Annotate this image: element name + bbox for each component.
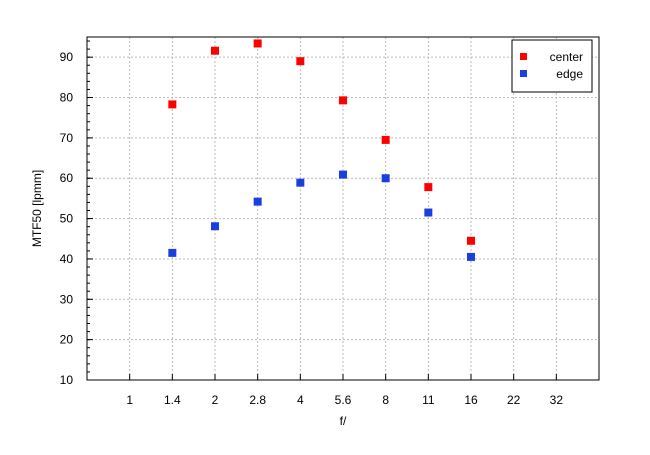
y-tick-label: 40 [60, 252, 74, 266]
legend-label-edge: edge [556, 67, 583, 81]
y-tick-label: 30 [60, 292, 74, 306]
data-point-center [211, 46, 219, 55]
data-point-edge [424, 208, 433, 217]
data-point-center [424, 183, 433, 192]
y-tick-label: 20 [60, 333, 74, 347]
data-point-center [339, 96, 347, 105]
y-tick-label: 70 [60, 131, 74, 145]
data-point-edge [339, 170, 347, 179]
x-tick-label: 4 [297, 393, 304, 407]
x-tick-label: 32 [550, 393, 564, 407]
y-tick-label: 80 [60, 91, 74, 105]
data-point-edge [467, 252, 475, 261]
x-tick-label: 8 [382, 393, 389, 407]
x-tick-label: 11 [422, 393, 435, 407]
y-axis-label: MTF50 [lpmm] [30, 170, 44, 247]
legend-label-center: center [550, 50, 583, 64]
legend-marker-edge [520, 70, 527, 77]
y-tick-label: 90 [60, 50, 74, 64]
x-tick-label: 16 [464, 393, 478, 407]
data-point-center [381, 135, 390, 144]
legend-box [511, 39, 593, 93]
x-tick-label: 5.6 [335, 393, 352, 407]
data-point-edge [381, 174, 390, 183]
x-tick-label: 2 [212, 393, 219, 407]
data-point-center [467, 236, 475, 245]
data-point-edge [253, 197, 262, 206]
x-tick-label: 1.4 [164, 393, 181, 407]
y-tick-label: 10 [60, 373, 74, 387]
x-tick-label: 2.8 [249, 393, 266, 407]
data-point-center [296, 57, 305, 66]
y-tick-label: 60 [60, 171, 74, 185]
legend: center edge [511, 39, 593, 93]
legend-marker-center [520, 53, 527, 60]
y-tick-label: 50 [60, 212, 74, 226]
x-axis-label: f/ [340, 414, 347, 428]
data-point-edge [168, 248, 177, 257]
data-point-center [253, 39, 262, 48]
data-point-edge [211, 222, 219, 231]
x-tick-label: 22 [507, 393, 521, 407]
plot-frame [86, 36, 600, 381]
data-point-edge [296, 178, 305, 187]
x-tick-label: 1 [126, 393, 133, 407]
data-point-center [168, 100, 177, 109]
